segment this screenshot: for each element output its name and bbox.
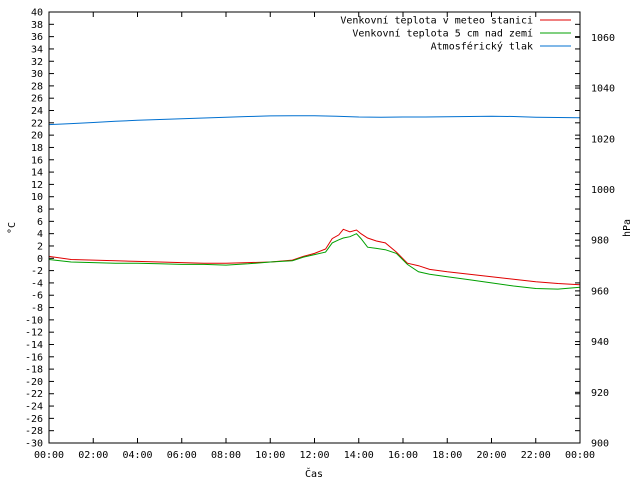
y-tick-label: 8 — [37, 205, 43, 216]
y-tick-label: 14 — [31, 168, 43, 179]
y-tick-label: -30 — [25, 439, 43, 450]
y-tick-label: 20 — [31, 131, 43, 142]
y-tick-label: 34 — [31, 44, 43, 55]
y-tick-label: 4 — [37, 229, 43, 240]
x-tick-label: 06:00 — [167, 450, 197, 461]
y-tick-label: -2 — [31, 266, 43, 277]
y-tick-label: -18 — [25, 365, 43, 376]
y-tick-label: 6 — [37, 217, 43, 228]
x-tick-label: 16:00 — [388, 450, 418, 461]
y-tick-label: 16 — [31, 155, 43, 166]
y2-tick-label: 1000 — [591, 185, 615, 196]
y-tick-label: 0 — [37, 254, 43, 265]
y-tick-label: 24 — [31, 106, 43, 117]
series-line-1 — [48, 228, 581, 286]
legend-label: Venkovní teplota v meteo stanici — [340, 15, 533, 27]
y-tick-label: 2 — [37, 241, 43, 252]
y-tick-label: -12 — [25, 328, 43, 339]
y-tick-label: 22 — [31, 118, 43, 129]
y-tick-label: -24 — [25, 402, 43, 413]
x-tick-label: 00:00 — [565, 450, 595, 461]
x-axis-title: Čas — [305, 467, 323, 480]
x-tick-label: 08:00 — [211, 450, 241, 461]
series-line-3 — [48, 115, 581, 126]
y-tick-label: 28 — [31, 81, 43, 92]
y-tick-label: 38 — [31, 20, 43, 31]
y2-axis-title: hPa — [622, 219, 633, 237]
y2-tick-label: 1060 — [591, 33, 615, 44]
y-tick-label: 12 — [31, 180, 43, 191]
y2-tick-label: 960 — [591, 286, 609, 297]
y-tick-label: -28 — [25, 426, 43, 437]
x-tick-label: 20:00 — [476, 450, 506, 461]
y2-tick-label: 920 — [591, 388, 609, 399]
y-tick-label: -20 — [25, 377, 43, 388]
y-tick-label: -8 — [31, 303, 43, 314]
x-tick-label: 02:00 — [78, 450, 108, 461]
axis-tick-labels: 4038363432302826242220181614121086420-2-… — [25, 8, 615, 462]
x-tick-label: 18:00 — [432, 450, 462, 461]
y-tick-label: 18 — [31, 143, 43, 154]
legend: Venkovní teplota v meteo staniciVenkovní… — [340, 15, 571, 53]
y-tick-label: 40 — [31, 8, 43, 19]
y-tick-label: 30 — [31, 69, 43, 80]
legend-label: Atmosférický tlak — [431, 41, 533, 53]
y-tick-label: -4 — [31, 278, 43, 289]
y-tick-label: 26 — [31, 94, 43, 105]
x-tick-label: 04:00 — [122, 450, 152, 461]
legend-label: Venkovní teplota 5 cm nad zemí — [352, 28, 533, 40]
y-tick-label: 36 — [31, 32, 43, 43]
y-tick-label: -22 — [25, 389, 43, 400]
series-line-2 — [48, 233, 581, 290]
x-tick-label: 12:00 — [299, 450, 329, 461]
axis-ticks — [48, 11, 581, 444]
y-tick-label: 32 — [31, 57, 43, 68]
y2-tick-label: 980 — [591, 236, 609, 247]
x-tick-label: 00:00 — [34, 450, 64, 461]
x-tick-label: 10:00 — [255, 450, 285, 461]
y2-tick-label: 900 — [591, 439, 609, 450]
y-tick-label: -10 — [25, 315, 43, 326]
y2-tick-label: 1020 — [591, 134, 615, 145]
y2-tick-label: 1040 — [591, 84, 615, 95]
y-tick-label: -26 — [25, 414, 43, 425]
y-axis-title: °C — [7, 222, 18, 234]
plot-frame — [48, 11, 581, 444]
y-tick-label: -14 — [25, 340, 43, 351]
x-tick-label: 14:00 — [344, 450, 374, 461]
series-lines — [48, 115, 581, 290]
y-tick-label: -6 — [31, 291, 43, 302]
y2-tick-label: 940 — [591, 337, 609, 348]
x-tick-label: 22:00 — [521, 450, 551, 461]
y-tick-label: -16 — [25, 352, 43, 363]
y-tick-label: 10 — [31, 192, 43, 203]
